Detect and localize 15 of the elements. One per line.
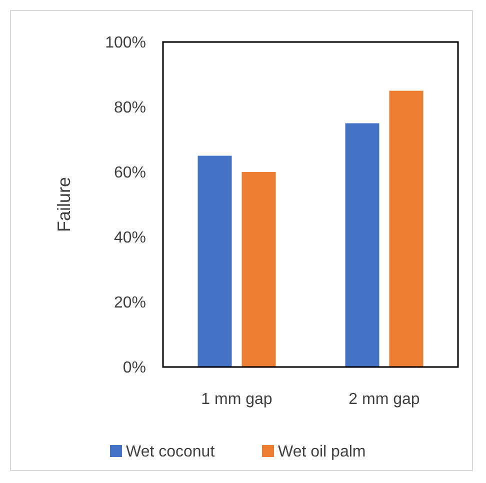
y-tick-label: 20%: [114, 294, 146, 312]
x-tick-label: 1 mm gap: [201, 391, 272, 408]
y-tick-label: 40%: [114, 230, 146, 247]
legend-label: Wet oil palm: [278, 444, 366, 461]
legend-label: Wet coconut: [126, 444, 216, 461]
y-tick-label: 100%: [105, 34, 146, 52]
x-tick-label: 2 mm gap: [348, 391, 420, 408]
y-tick-label: 80%: [114, 100, 146, 117]
y-axis-title: Failure: [54, 176, 74, 232]
bar: [242, 172, 276, 367]
y-tick-label: 0%: [122, 360, 146, 377]
y-tick-label: 60%: [114, 164, 146, 182]
bar: [198, 156, 232, 367]
bar: [389, 90, 424, 367]
bar: [345, 123, 380, 367]
